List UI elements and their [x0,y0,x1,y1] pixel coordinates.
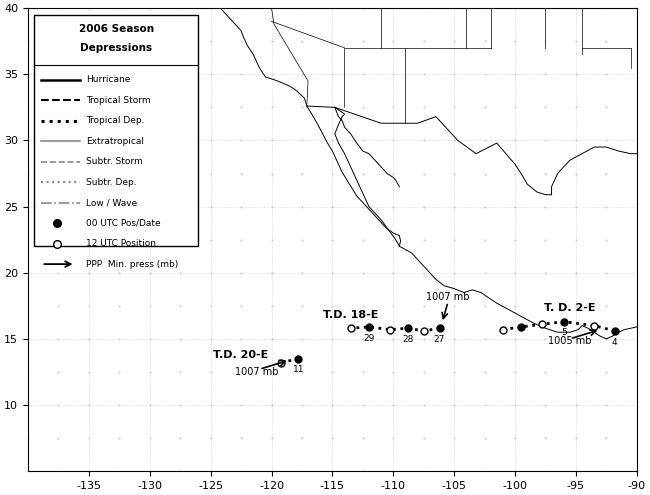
Text: 12 UTC Position: 12 UTC Position [86,239,157,248]
Text: Low / Wave: Low / Wave [86,198,138,207]
Text: 2006 Season: 2006 Season [79,24,154,34]
Bar [34,15,198,246]
Text: 28: 28 [402,335,413,344]
Text: 29: 29 [363,334,374,343]
Text: 27: 27 [434,335,445,344]
Text: Extratropical: Extratropical [86,137,144,146]
Text: 11: 11 [292,365,304,374]
Text: Tropical Storm: Tropical Storm [86,96,151,104]
Text: Subtr. Dep.: Subtr. Dep. [86,178,137,187]
Text: T. D. 2-E: T. D. 2-E [544,303,595,313]
Text: Subtr. Storm: Subtr. Storm [86,157,143,166]
Text: T.D. 18-E: T.D. 18-E [323,310,378,320]
Text: Depressions: Depressions [80,43,152,53]
Text: 5: 5 [561,328,567,337]
Text: 1007 mb: 1007 mb [426,292,470,301]
Text: PPP  Min. press (mb): PPP Min. press (mb) [86,259,179,269]
Text: Tropical Dep.: Tropical Dep. [86,116,145,125]
Text: 1005 mb: 1005 mb [548,337,592,346]
Text: 00 UTC Pos/Date: 00 UTC Pos/Date [86,219,161,228]
Text: T.D. 20-E: T.D. 20-E [213,349,268,360]
Text: 4: 4 [612,338,618,346]
Text: 1007 mb: 1007 mb [235,367,279,377]
Text: Hurricane: Hurricane [86,75,131,84]
